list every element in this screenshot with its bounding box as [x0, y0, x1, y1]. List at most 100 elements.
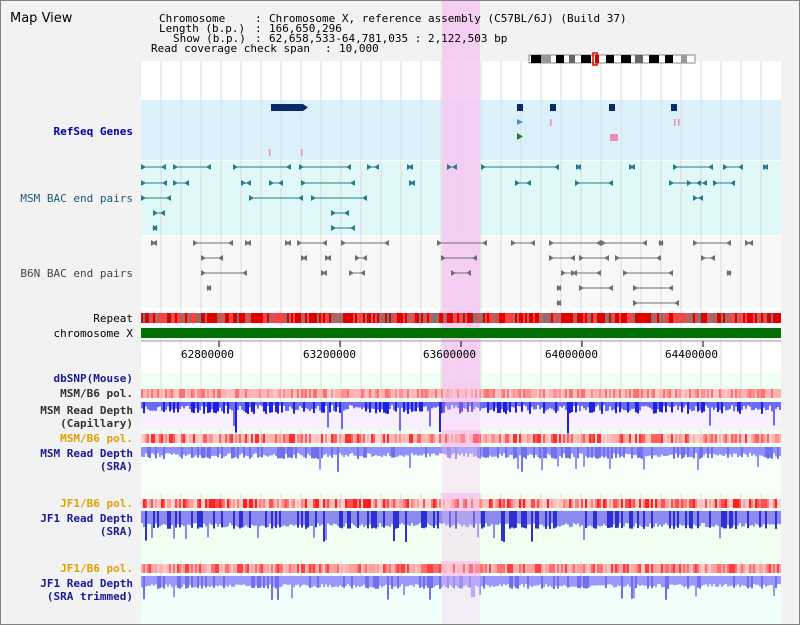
polymorphism-cell: [143, 499, 145, 508]
read-depth-bar: [711, 402, 713, 408]
read-depth-bar: [257, 576, 259, 589]
repeat-segment: [541, 313, 543, 323]
read-depth-bar: [351, 447, 353, 454]
polymorphism-cell: [475, 389, 477, 398]
track-label-msm-bac[interactable]: MSM BAC end pairs: [20, 192, 133, 205]
polymorphism-cell: [267, 434, 269, 443]
polymorphism-cell: [391, 434, 393, 443]
read-depth-bar: [511, 576, 513, 589]
polymorphism-cell: [563, 434, 565, 443]
polymorphism-cell: [567, 499, 569, 508]
polymorphism-cell: [621, 564, 623, 573]
polymorphism-cell: [427, 564, 429, 573]
polymorphism-cell: [537, 564, 539, 573]
track-label-refseq[interactable]: RefSeq Genes: [53, 125, 133, 138]
repeat-segment: [185, 313, 187, 323]
polymorphism-cell: [277, 389, 279, 398]
polymorphism-cell: [285, 389, 287, 398]
read-depth-bar: [545, 402, 547, 411]
read-depth-bar: [339, 511, 341, 528]
read-depth-bar: [365, 511, 367, 526]
read-depth-bar: [441, 576, 443, 588]
polymorphism-cell: [585, 564, 587, 573]
read-depth-bar: [707, 447, 709, 459]
polymorphism-cell: [253, 499, 255, 508]
read-depth-bar: [607, 447, 609, 459]
polymorphism-cell: [555, 434, 557, 443]
read-depth-bar: [707, 402, 709, 408]
polymorphism-cell: [621, 499, 623, 508]
read-depth-bar: [225, 402, 227, 406]
read-depth-bar: [309, 447, 311, 456]
repeat-segment: [553, 313, 555, 323]
polymorphism-cell: [451, 499, 453, 508]
polymorphism-cell: [249, 434, 251, 443]
read-depth-bar: [245, 402, 247, 413]
read-depth-bar: [599, 511, 601, 527]
read-depth-bar: [433, 576, 435, 588]
msm-bac-pair: [350, 225, 355, 231]
polymorphism-cell: [247, 434, 249, 443]
polymorphism-cell: [413, 499, 415, 508]
polymorphism-cell: [481, 434, 483, 443]
read-depth-bar: [379, 447, 381, 456]
read-depth-bar: [557, 576, 559, 589]
read-depth-bar: [225, 576, 227, 586]
read-depth-bar: [613, 447, 615, 454]
read-depth-bar: [571, 447, 573, 454]
read-depth-bar: [767, 511, 769, 524]
polymorphism-cell: [477, 434, 479, 443]
polymorphism-cell: [767, 499, 769, 508]
repeat-segment: [593, 313, 595, 323]
polymorphism-cell: [487, 564, 489, 573]
repeat-segment: [405, 313, 407, 323]
polymorphism-cell: [319, 389, 321, 398]
polymorphism-cell: [261, 389, 263, 398]
polymorphism-cell: [219, 499, 221, 508]
read-depth-bar: [249, 511, 251, 529]
polymorphism-cell: [495, 499, 497, 508]
read-depth-bar: [585, 576, 587, 589]
read-depth-bar: [603, 402, 605, 406]
read-depth-bar: [681, 402, 683, 413]
polymorphism-cell: [287, 434, 289, 443]
read-depth-bar: [547, 447, 549, 454]
read-depth-bar: [661, 511, 663, 527]
b6n-bac-pair: [193, 240, 198, 246]
track-label-dbsnp[interactable]: dbSNP(Mouse): [53, 372, 133, 385]
polymorphism-cell: [543, 564, 545, 573]
read-depth-bar: [575, 511, 577, 525]
polymorphism-cell: [309, 434, 311, 443]
read-depth-bar: [171, 576, 173, 588]
read-depth-bar: [199, 402, 201, 411]
read-depth-bar: [407, 576, 409, 587]
polymorphism-cell: [269, 389, 271, 398]
polymorphism-cell: [485, 389, 487, 398]
polymorphism-cell: [467, 499, 469, 508]
track-label-b6n-bac[interactable]: B6N BAC end pairs: [20, 267, 133, 280]
read-depth-bar: [571, 402, 573, 413]
polymorphism-cell: [625, 499, 627, 508]
polymorphism-cell: [199, 499, 201, 508]
polymorphism-cell: [375, 499, 377, 508]
read-depth-bar: [523, 576, 525, 588]
read-depth-bar: [629, 576, 631, 587]
read-depth-bar: [349, 402, 351, 406]
read-depth-bar: [763, 511, 765, 525]
repeat-segment: [677, 313, 679, 323]
polymorphism-cell: [631, 499, 633, 508]
repeat-segment: [247, 313, 249, 323]
read-depth-bar: [695, 511, 697, 526]
polymorphism-cell: [201, 499, 203, 508]
read-depth-bar: [559, 576, 561, 586]
polymorphism-cell: [251, 389, 253, 398]
read-depth-bar: [573, 511, 575, 524]
read-depth-bar: [731, 447, 733, 457]
read-depth-bar: [155, 402, 157, 411]
polymorphism-cell: [729, 564, 731, 573]
polymorphism-cell: [449, 564, 451, 573]
repeat-segment: [161, 313, 163, 323]
polymorphism-cell: [451, 389, 453, 398]
repeat-segment: [737, 313, 739, 323]
